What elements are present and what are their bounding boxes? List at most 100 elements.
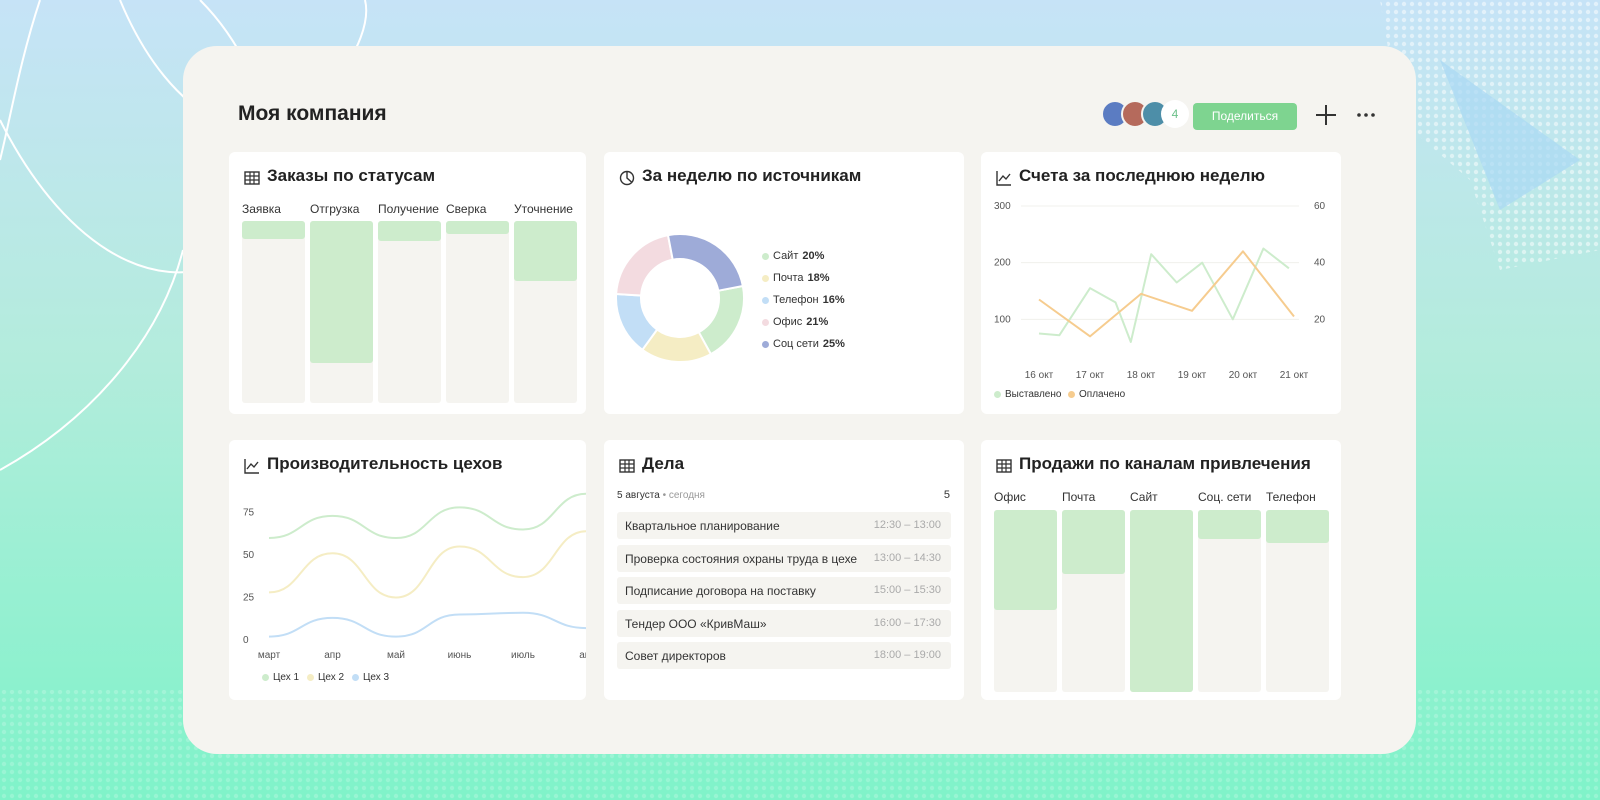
channel-column[interactable] <box>1198 510 1261 692</box>
channel-column-fill <box>994 510 1057 611</box>
status-column-label: Получение <box>378 202 439 216</box>
status-column[interactable] <box>242 221 305 403</box>
task-name: Квартальное планирование <box>625 519 780 533</box>
y-tick: 75 <box>243 508 255 519</box>
legend-item: Цех 3 <box>352 672 389 683</box>
task-row[interactable]: Проверка состояния охраны труда в цехе 13… <box>617 544 951 572</box>
legend-item: Почта 18% <box>762 272 830 284</box>
donut-slice[interactable] <box>666 233 745 292</box>
legend-percent: 25% <box>822 338 845 350</box>
orders-status-card: Заказы по статусам Заявка Отгрузка Получен… <box>229 152 586 414</box>
pie-chart-icon <box>619 170 635 186</box>
tasks-separator: • <box>662 490 667 501</box>
task-time: 18:00 – 19:00 <box>873 649 941 661</box>
status-column-fill <box>446 221 509 234</box>
task-row[interactable]: Квартальное планирование 12:30 – 13:00 <box>617 512 951 539</box>
task-name: Подписание договора на поставку <box>625 584 816 598</box>
card-title: Продажи по каналам привлечения <box>1019 454 1311 473</box>
legend-label: Почта <box>773 272 804 284</box>
table-icon <box>996 459 1012 473</box>
task-time: 13:00 – 14:30 <box>873 551 941 564</box>
legend-item: Цех 1 <box>262 672 299 683</box>
legend-percent: 18% <box>807 272 830 284</box>
donut-slice[interactable] <box>615 233 674 297</box>
tasks-date: 5 августа <box>617 490 660 501</box>
task-row[interactable]: Подписание договора на поставку 15:00 – 1… <box>617 577 951 604</box>
task-name: Проверка состояния охраны труда в цехе <box>625 551 858 566</box>
status-column-fill <box>514 221 577 282</box>
y-tick: 25 <box>243 593 255 604</box>
tasks-card: Дела 5 августа • сегодня 5 Квартальное п… <box>604 440 964 700</box>
status-column-label: Уточнение <box>514 202 573 216</box>
x-tick: 20 окт <box>1229 370 1258 381</box>
status-column-label: Отгрузка <box>310 202 360 216</box>
legend-label: Офис <box>773 316 803 328</box>
x-tick: 21 окт <box>1280 370 1309 381</box>
legend-percent: 21% <box>806 316 829 328</box>
legend-item: Цех 2 <box>307 672 344 683</box>
more-icon[interactable] <box>1353 102 1379 128</box>
line-chart-icon <box>244 459 259 474</box>
legend-item: Офис 21% <box>762 316 828 328</box>
task-row[interactable]: Совет директоров 18:00 – 19:00 <box>617 642 951 669</box>
status-column[interactable] <box>514 221 577 403</box>
channel-column[interactable] <box>994 510 1057 692</box>
channel-column[interactable] <box>1062 510 1125 692</box>
series-line <box>268 492 586 540</box>
card-title: Дела <box>642 454 685 473</box>
legend-label: Сайт <box>773 250 799 262</box>
tasks-today-label: сегодня <box>668 490 705 501</box>
page-title: Моя компания <box>238 102 387 125</box>
channels-card: Продажи по каналам привлечения Офис Почта… <box>981 440 1341 700</box>
table-icon <box>244 171 260 185</box>
channel-column-label: Офис <box>994 490 1026 504</box>
production-card: Производительность цехов 75 50 25 0 март апр м… <box>229 440 586 700</box>
legend-dot <box>994 390 1001 398</box>
x-tick: 16 окт <box>1025 370 1054 381</box>
channel-column-fill <box>1062 510 1125 574</box>
task-time: 15:00 – 15:30 <box>873 584 941 596</box>
y-tick: 50 <box>243 550 255 561</box>
channel-column[interactable] <box>1266 510 1329 692</box>
status-column[interactable] <box>378 221 441 403</box>
status-column[interactable] <box>446 221 509 403</box>
x-tick: 18 окт <box>1127 370 1156 381</box>
card-title: Заказы по статусам <box>267 166 436 185</box>
donut-chart <box>615 233 745 363</box>
channel-column-fill <box>1130 510 1193 692</box>
status-column[interactable] <box>310 221 373 403</box>
dashboard-panel: Моя компания 4 Поделиться Заказы по стат… <box>183 46 1416 754</box>
plus-icon[interactable] <box>1313 102 1339 128</box>
x-tick: 17 окт <box>1076 370 1105 381</box>
legend-percent: 20% <box>802 250 825 262</box>
status-column-fill <box>378 221 441 242</box>
legend-percent: 16% <box>822 294 845 306</box>
x-tick: авг <box>579 650 586 661</box>
tasks-count: 5 <box>943 489 950 501</box>
legend-dot <box>262 673 269 681</box>
sources-card: За неделю по источникам Сайт 20% Почта 18% Т… <box>604 152 964 414</box>
share-button[interactable]: Поделиться <box>1193 103 1297 130</box>
legend-dot <box>762 296 769 304</box>
channel-column-label: Сайт <box>1130 490 1158 504</box>
channel-column[interactable] <box>1130 510 1193 692</box>
task-time: 16:00 – 17:30 <box>873 616 941 629</box>
avatar-count-badge[interactable]: 4 <box>1161 100 1189 128</box>
legend-dot <box>762 318 769 326</box>
legend-label: Соц сети <box>773 338 819 350</box>
member-avatars[interactable]: 4 <box>1101 100 1191 128</box>
x-tick: 19 окт <box>1178 370 1207 381</box>
card-title: Счета за последнюю неделю <box>1019 166 1266 185</box>
table-icon <box>619 459 635 473</box>
legend-dot <box>762 252 769 260</box>
legend-item: Выставлено <box>994 389 1061 400</box>
legend-dot <box>307 673 314 681</box>
task-row[interactable]: Тендер ООО «КривМаш» 16:00 – 17:30 <box>617 609 951 637</box>
legend-dot <box>762 274 769 282</box>
legend-item: Сайт 20% <box>762 250 824 262</box>
invoices-line-chart: 300 200 100 60 40 20 16 окт 17 окт 18 окт 19 окт 2… <box>994 201 1326 381</box>
production-line-chart: 75 50 25 0 март апр май июнь июль авг <box>243 492 586 661</box>
channel-column-label: Соц. сети <box>1198 490 1252 504</box>
x-tick: май <box>387 650 405 661</box>
legend-label: Цех 3 <box>363 672 390 683</box>
